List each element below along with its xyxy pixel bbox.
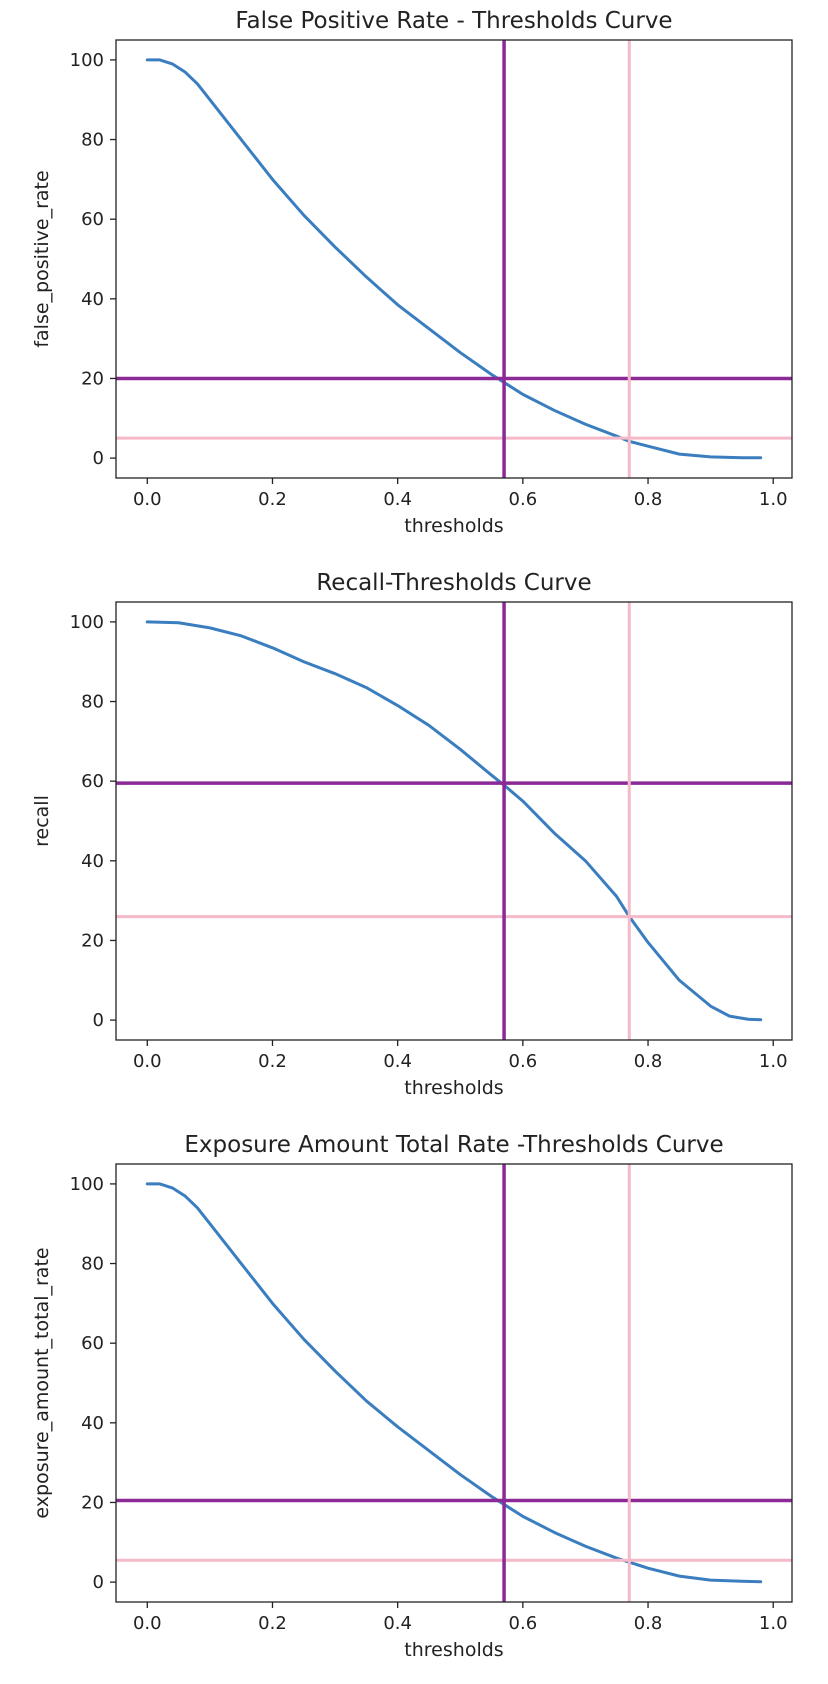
chart-title: False Positive Rate - Thresholds Curve: [235, 8, 672, 34]
x-tick-label: 0.4: [383, 1613, 412, 1634]
chart-panel-3: Exposure Amount Total Rate -Thresholds C…: [0, 1124, 828, 1684]
x-axis-label: thresholds: [404, 515, 503, 537]
x-tick-label: 0.2: [258, 1613, 287, 1634]
chart-panel-2: Recall-Thresholds Curve 0.0 0.2 0.4 0.6 0.8 1.…: [0, 562, 828, 1122]
y-tick-label: 0: [93, 1572, 104, 1593]
plot-frame: [115, 39, 793, 479]
y-tick-label: 100: [70, 612, 104, 633]
y-axis-label: exposure_amount_total_rate: [31, 1247, 53, 1518]
x-tick-label: 0.6: [509, 1051, 538, 1072]
x-tick-label: 0.2: [258, 489, 287, 510]
y-tick-label: 40: [81, 289, 104, 310]
y-tick-label: 40: [81, 1413, 104, 1434]
x-tick-label: 1.0: [759, 1051, 788, 1072]
y-tick-label: 20: [81, 1492, 104, 1513]
y-tick-label: 100: [70, 50, 104, 71]
chart-svg-1: False Positive Rate - Thresholds Curve 0.…: [31, 8, 793, 537]
x-tick-label: 0.4: [383, 489, 412, 510]
chart-title: Recall-Thresholds Curve: [316, 570, 591, 596]
chart-svg-3: Exposure Amount Total Rate -Thresholds C…: [31, 1132, 793, 1661]
y-axis-label: false_positive_rate: [31, 170, 53, 347]
x-axis-label: thresholds: [404, 1077, 503, 1099]
y-axis-label: recall: [31, 795, 53, 847]
y-tick-label: 60: [81, 1333, 104, 1354]
x-axis-label: thresholds: [404, 1639, 503, 1661]
x-tick-label: 0.0: [133, 1613, 162, 1634]
x-tick-label: 0.2: [258, 1051, 287, 1072]
chart-title: Exposure Amount Total Rate -Thresholds C…: [184, 1132, 723, 1158]
x-tick-label: 0.0: [133, 1051, 162, 1072]
series-line-1: [145, 620, 763, 1022]
plot-frame: [115, 1163, 793, 1603]
y-tick-label: 0: [93, 1010, 104, 1031]
y-tick-label: 40: [81, 851, 104, 872]
x-tick-label: 0.6: [509, 489, 538, 510]
y-tick-label: 80: [81, 130, 104, 151]
series-line-1: [145, 1182, 763, 1584]
y-tick-label: 0: [93, 448, 104, 469]
x-tick-label: 0.4: [383, 1051, 412, 1072]
chart-panel-1: False Positive Rate - Thresholds Curve 0.…: [0, 0, 828, 560]
series-line-1: [145, 58, 763, 460]
x-tick-label: 0.0: [133, 489, 162, 510]
x-tick-label: 0.8: [634, 1613, 663, 1634]
x-tick-label: 0.8: [634, 1051, 663, 1072]
y-tick-label: 20: [81, 930, 104, 951]
y-tick-label: 20: [81, 368, 104, 389]
x-tick-label: 0.6: [509, 1613, 538, 1634]
chart-svg-2: Recall-Thresholds Curve 0.0 0.2 0.4 0.6 0.8 1.…: [31, 570, 793, 1099]
y-tick-label: 60: [81, 771, 104, 792]
y-tick-label: 80: [81, 692, 104, 713]
y-tick-label: 60: [81, 209, 104, 230]
y-tick-label: 80: [81, 1254, 104, 1275]
x-tick-label: 1.0: [759, 489, 788, 510]
x-tick-label: 0.8: [634, 489, 663, 510]
x-tick-label: 1.0: [759, 1613, 788, 1634]
plot-frame: [115, 601, 793, 1041]
y-tick-label: 100: [70, 1174, 104, 1195]
